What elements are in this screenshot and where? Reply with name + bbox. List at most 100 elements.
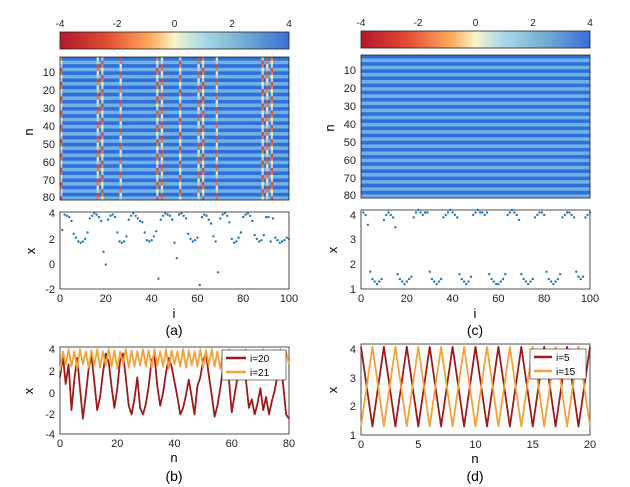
scatter-point — [207, 218, 210, 221]
heatmap-cell — [179, 92, 182, 97]
heatmap-row — [60, 128, 289, 133]
scatter-point — [159, 218, 162, 221]
heatmap-cell — [156, 78, 159, 83]
heatmap-cell — [101, 153, 104, 158]
heatmap-row — [60, 153, 289, 158]
heatmap-cell — [160, 96, 164, 101]
heatmap-row — [361, 140, 590, 145]
heatmap-cell — [179, 185, 182, 190]
scatter-point — [239, 231, 243, 234]
scatter-c-frame — [360, 209, 591, 290]
heatmap-cell — [119, 107, 122, 111]
heatmap-cell — [101, 99, 104, 104]
heatmap-cell — [60, 124, 63, 129]
scatter-point — [129, 214, 133, 217]
heatmap-cell — [215, 117, 219, 122]
heatmap-cell — [261, 189, 264, 194]
heatmap-cell — [197, 157, 200, 161]
scatter-point — [426, 211, 429, 214]
heatmap-cell — [201, 60, 205, 65]
heatmap-cell — [60, 103, 63, 108]
heatmap-cell — [270, 146, 273, 151]
heatmap-cell — [119, 189, 122, 194]
y-tick: 30 — [344, 101, 356, 113]
heatmap-cell — [266, 124, 269, 129]
heatmap-cell — [201, 185, 205, 190]
heatmap-cell — [101, 71, 104, 76]
scatter-point — [584, 216, 587, 219]
scatter-point — [157, 277, 160, 280]
heatmap-cell — [197, 149, 200, 154]
heatmap-cell — [197, 182, 200, 186]
heatmap-cell — [197, 60, 200, 65]
heatmap-cell — [60, 64, 63, 69]
scatter-point — [118, 240, 121, 243]
legend-label: i=20 — [250, 354, 270, 365]
scatter-point — [490, 277, 493, 281]
heatmap-cell — [270, 74, 273, 79]
heatmap-cell — [156, 185, 159, 190]
heatmap-cell — [201, 149, 205, 154]
heatmap-cell — [160, 185, 164, 190]
scatter-point — [407, 277, 411, 281]
scatter-a-frame — [59, 211, 290, 290]
x-tick: 40 — [145, 293, 157, 305]
heatmap-cell — [197, 121, 200, 126]
heatmap-cell — [261, 85, 264, 90]
heatmap-cell — [160, 110, 164, 115]
scatter-point — [373, 280, 376, 283]
scatter-point — [283, 239, 286, 242]
heatmap-row — [361, 176, 590, 181]
heatmap-row — [60, 114, 289, 119]
x-tick: 0 — [57, 438, 63, 450]
heatmap-cell — [156, 139, 159, 144]
heatmap-cell — [60, 117, 63, 122]
heatmap-row — [361, 80, 590, 84]
heatmap-cell — [160, 60, 164, 65]
heatmap-cell — [197, 135, 200, 140]
heatmap-cell — [156, 153, 159, 158]
scatter-point — [271, 217, 275, 220]
heatmap-cell — [266, 171, 269, 176]
scatter-point — [579, 277, 582, 281]
heatmap-cell — [261, 174, 264, 179]
heatmap-cell — [215, 103, 219, 108]
heatmap-row — [361, 69, 590, 74]
heatmap-cell — [119, 196, 122, 201]
heatmap-cell — [266, 182, 269, 186]
scatter-point — [423, 211, 427, 214]
heatmap-cell — [270, 67, 273, 72]
heatmap-cell — [215, 167, 219, 172]
heatmap-cell — [261, 149, 264, 154]
heatmap-cell — [101, 139, 104, 144]
heatmap-cell — [179, 189, 182, 194]
heatmap-cell — [119, 178, 122, 183]
scatter-point — [401, 280, 404, 283]
heatmap-cell — [160, 82, 164, 86]
heatmap-cell — [179, 67, 182, 72]
heatmap-cell — [160, 71, 164, 76]
heatmap-cell — [197, 99, 200, 104]
heatmap-cell — [197, 67, 200, 72]
colorbar-tick: 2 — [530, 18, 536, 29]
heatmap-cell — [101, 174, 104, 179]
heatmap-cell — [60, 78, 63, 83]
heatmap-cell — [179, 196, 182, 201]
heatmap-cell — [101, 128, 104, 133]
scatter-point — [414, 211, 418, 214]
heatmap-cell — [179, 128, 182, 133]
heatmap-cell — [179, 96, 182, 101]
y-tick: 70 — [43, 175, 55, 187]
heatmap-cell — [179, 164, 182, 169]
scatter-point — [442, 216, 445, 219]
heatmap-cell — [119, 167, 122, 172]
heatmap-cell — [96, 174, 99, 179]
scatter-point — [113, 215, 117, 219]
heatmap-cell — [156, 67, 159, 72]
heatmap-cell — [179, 89, 182, 94]
heatmap-row — [361, 183, 590, 188]
heatmap-cell — [201, 139, 205, 144]
heatmap-cell — [160, 67, 164, 72]
heatmap-cell — [119, 121, 122, 126]
heatmap-cell — [266, 192, 269, 197]
